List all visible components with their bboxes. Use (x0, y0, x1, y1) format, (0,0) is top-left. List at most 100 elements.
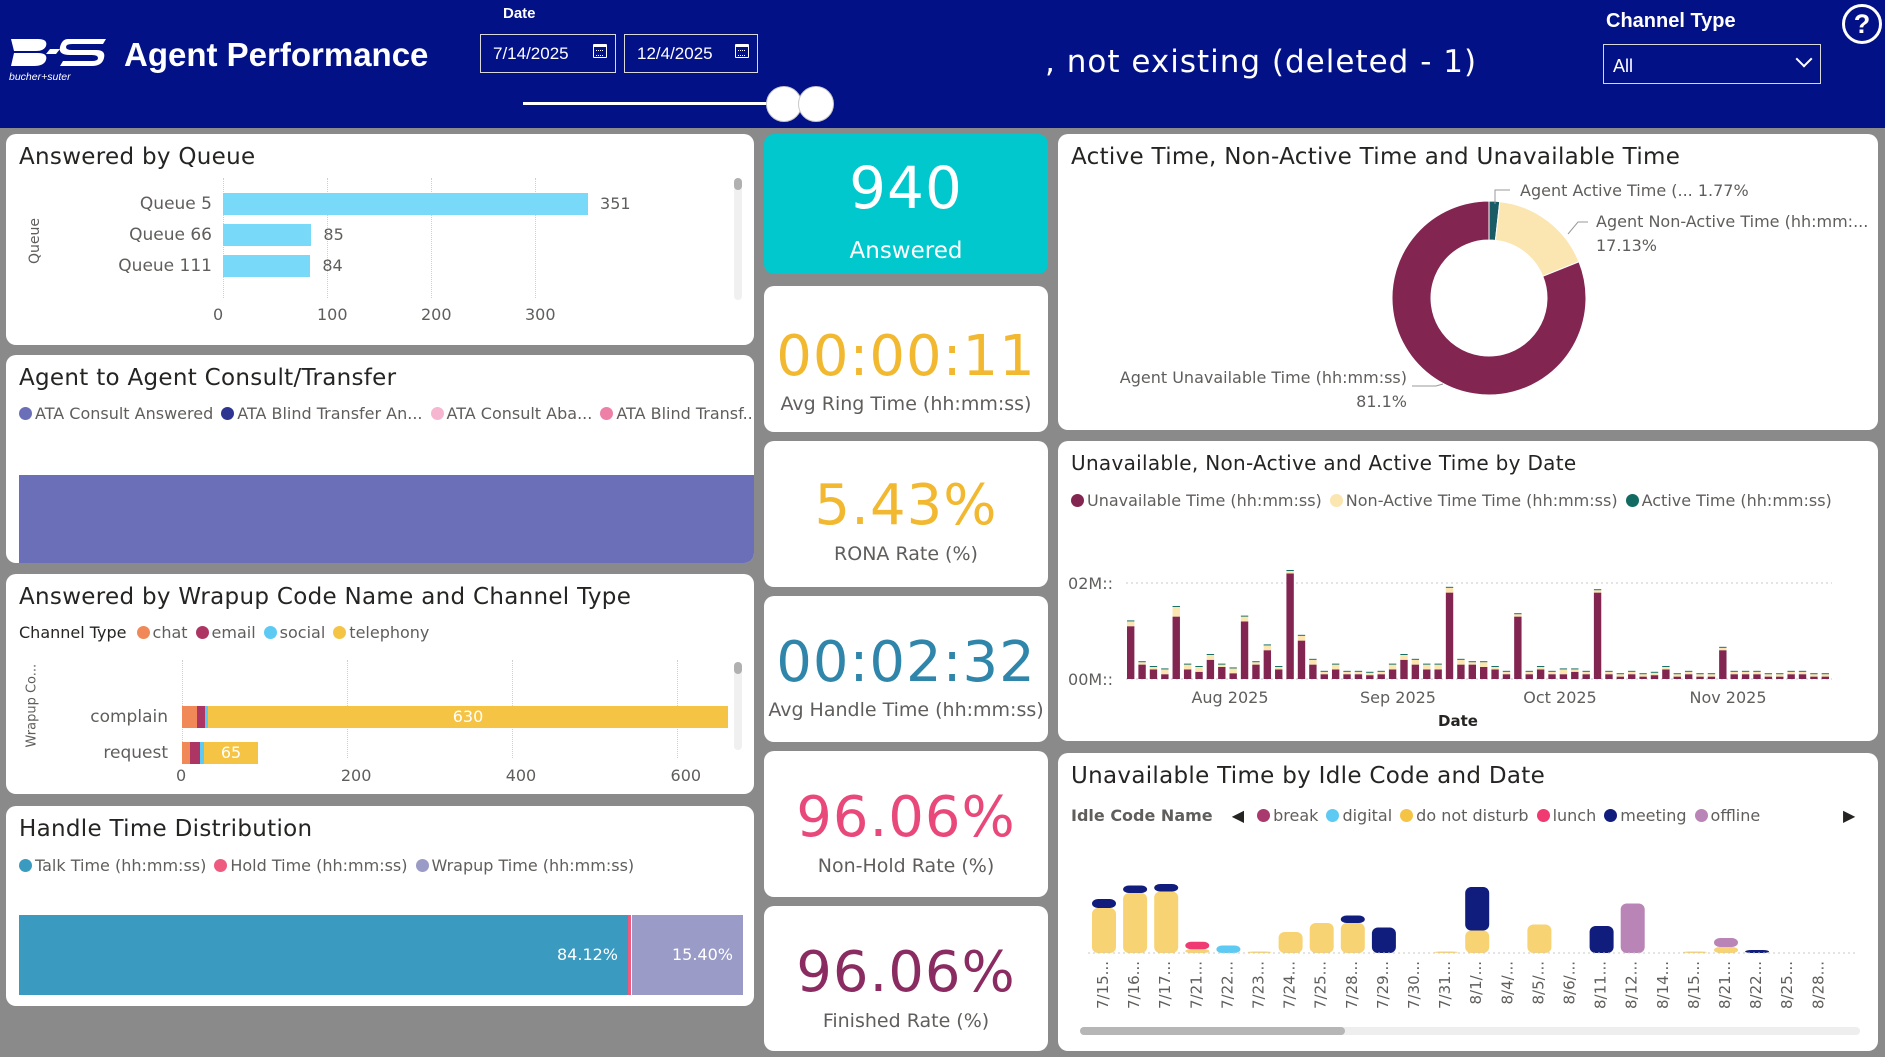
legend-label: offline (1710, 806, 1761, 825)
handle-dist-legend: Talk Time (hh:mm:ss) Hold Time (hh:mm:ss)… (19, 856, 642, 875)
by-date-bar (1343, 671, 1351, 675)
by-date-bar (1696, 673, 1704, 675)
x-tick-label: 8/22... (1747, 961, 1765, 1009)
by-date-bar (1229, 667, 1237, 669)
by-date-bar (1787, 674, 1795, 679)
x-tick-label: 7/28... (1343, 961, 1361, 1009)
by-date-bar (1286, 570, 1294, 571)
by-date-bar (1411, 659, 1420, 665)
by-date-bar (1138, 664, 1146, 679)
wrapup-segment-value: 630 (452, 707, 484, 726)
legend-dot (333, 626, 347, 639)
date-slider-start-handle[interactable] (766, 86, 802, 122)
legend-next-icon[interactable]: ▶ (1843, 806, 1856, 825)
by-date-bar (1673, 673, 1681, 675)
by-date-bar (1821, 674, 1829, 677)
by-date-bar (1218, 667, 1226, 679)
by-date-bar (1525, 674, 1533, 679)
legend-item: break (1257, 806, 1318, 825)
by-date-bar (1195, 667, 1203, 672)
leader-line (1494, 189, 1510, 204)
by-date-bar (1161, 668, 1169, 670)
by-date-bar (1650, 672, 1659, 676)
legend-prev-icon[interactable]: ◀ (1231, 806, 1245, 825)
idle-mark (1371, 927, 1396, 953)
start-date-input[interactable]: 7/14/2025 (480, 34, 616, 73)
leader-line (1567, 221, 1588, 235)
by-date-bar (1787, 671, 1795, 675)
end-date-input[interactable]: 12/4/2025 (624, 34, 758, 73)
by-date-bar (1776, 674, 1784, 677)
by-date-bar (1548, 670, 1556, 672)
legend-item: ATA Blind Transf... (600, 404, 754, 423)
handle-segment (631, 915, 743, 995)
date-slider-end-handle[interactable] (798, 86, 834, 122)
date-range-slider-track[interactable] (523, 102, 823, 105)
legend-dot (1329, 494, 1343, 507)
by-date-bar (1388, 663, 1397, 665)
chevron-down-icon[interactable] (1795, 50, 1813, 68)
calendar-icon[interactable] (593, 44, 607, 58)
ata-segment (19, 475, 754, 563)
handle-segment-value: 15.40% (671, 945, 733, 964)
grid-line (535, 178, 536, 298)
help-icon[interactable]: ? (1842, 4, 1882, 44)
legend-dot (1257, 809, 1271, 822)
by-date-bar (1400, 659, 1408, 679)
by-date-bar (1593, 589, 1602, 591)
handle-dist-title: Handle Time Distribution (19, 816, 313, 842)
wrapup-segment-telephony (208, 706, 728, 728)
calendar-icon[interactable] (735, 44, 749, 58)
by-date-bar (1548, 671, 1556, 675)
by-date-bar (1309, 659, 1317, 665)
x-tick-label: 8/1/... (1467, 961, 1485, 1005)
channel-type-dropdown[interactable]: All (1603, 44, 1821, 84)
by-date-bar (1343, 674, 1351, 679)
queue-bar-value: 84 (322, 256, 343, 275)
x-tick-label: 0 (213, 305, 224, 324)
by-date-bar (1400, 654, 1408, 655)
x-tick-label: 400 (505, 766, 537, 785)
by-date-bar (1798, 674, 1807, 679)
idle-hscrollbar[interactable] (1080, 1027, 1860, 1035)
header-bar: bucher+suter Agent Performance Date 7/14… (0, 0, 1885, 128)
by-date-bar (1673, 674, 1681, 677)
queue-row-label: Queue 111 (118, 256, 212, 276)
wrapup-scrollbar[interactable] (734, 662, 742, 750)
wrapup-legend: Channel Type chat email social telephony (19, 623, 437, 642)
donut-pct-nonactive: 17.13% (1596, 236, 1657, 255)
legend-item: Hold Time (hh:mm:ss) (214, 856, 408, 875)
by-date-bar (1616, 676, 1625, 679)
legend-label: Talk Time (hh:mm:ss) (35, 856, 207, 875)
by-date-bar (1309, 658, 1317, 660)
by-date-bar (1366, 675, 1374, 679)
x-tick-label: Aug 2025 (1191, 688, 1268, 707)
by-date-bar (1514, 613, 1522, 615)
legend-label: email (211, 623, 256, 642)
x-tick-label: 8/4/... (1498, 961, 1516, 1005)
by-date-bar (1741, 671, 1750, 675)
queue-scrollbar[interactable] (734, 178, 742, 300)
by-date-bar (1127, 621, 1135, 627)
queue-axis-label: Queue (27, 218, 43, 264)
by-date-bar (1138, 662, 1146, 665)
by-date-bar (1377, 670, 1385, 672)
by-date-bar (1684, 674, 1693, 679)
handle-segment-value: 84.12% (557, 945, 619, 964)
idle-mark (1154, 891, 1179, 953)
by-date-legend: Unavailable Time (hh:mm:ss) Non-Active Ti… (1071, 491, 1840, 510)
idle-mark (1309, 923, 1334, 953)
legend-item: Talk Time (hh:mm:ss) (19, 856, 206, 875)
kpi-nonhold-label: Non-Hold Rate (%) (817, 855, 995, 877)
by-date-bar (1707, 676, 1716, 679)
by-date-bar (1662, 667, 1670, 670)
x-tick-label: 8/25... (1778, 961, 1796, 1009)
wrapup-segment-social (200, 742, 205, 764)
by-date-bar (1491, 667, 1499, 670)
kpi-handle-label: Avg Handle Time (hh:mm:ss) (768, 699, 1044, 721)
idle-hscroll-thumb[interactable] (1080, 1027, 1345, 1035)
end-date-value: 12/4/2025 (637, 44, 713, 63)
legend-dot (136, 626, 150, 639)
by-date-bar (1707, 673, 1716, 675)
queue-bar (223, 193, 589, 215)
